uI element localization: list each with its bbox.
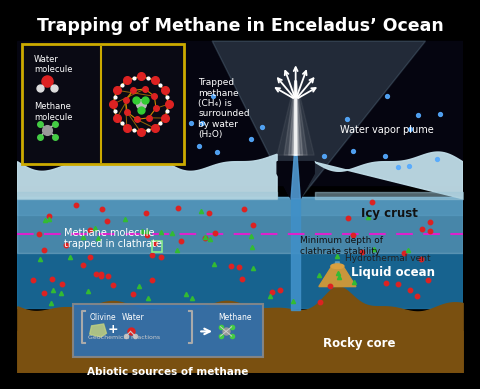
Text: Methane: Methane (219, 313, 252, 322)
Polygon shape (284, 81, 307, 155)
Polygon shape (319, 266, 356, 287)
Text: Water vapor plume: Water vapor plume (340, 125, 434, 135)
Polygon shape (90, 324, 107, 337)
Bar (17, 197, 463, 308)
Bar (291, 199, 300, 310)
Text: Olivine: Olivine (90, 313, 116, 322)
Polygon shape (295, 81, 297, 155)
Polygon shape (277, 81, 314, 155)
Bar (152, 242, 162, 252)
Text: Trapped
methane
(CH₄) is
surrounded
by water
(H₂O): Trapped methane (CH₄) is surrounded by w… (198, 78, 250, 139)
Polygon shape (294, 81, 298, 155)
Text: Abiotic sources of methane: Abiotic sources of methane (87, 367, 249, 377)
Text: Geochemical reactions: Geochemical reactions (88, 335, 160, 340)
Text: Methane molecule
trapped in clathrate: Methane molecule trapped in clathrate (64, 228, 162, 249)
Polygon shape (212, 41, 426, 199)
Text: +: + (108, 323, 118, 336)
Polygon shape (292, 81, 300, 155)
Text: Liquid ocean: Liquid ocean (351, 266, 435, 279)
Polygon shape (277, 162, 314, 199)
Text: Water
molecule: Water molecule (34, 55, 72, 74)
Text: Hydrothermal vent: Hydrothermal vent (345, 254, 431, 263)
FancyBboxPatch shape (73, 303, 263, 357)
Bar (17, 197, 463, 216)
Bar (17, 41, 463, 185)
Polygon shape (314, 152, 463, 199)
Text: Rocky core: Rocky core (324, 337, 396, 350)
Polygon shape (335, 262, 340, 266)
Bar (17, 11, 463, 41)
Text: Icy crust: Icy crust (360, 207, 418, 220)
Ellipse shape (331, 264, 344, 268)
Polygon shape (291, 155, 300, 199)
Polygon shape (336, 262, 339, 266)
Polygon shape (288, 81, 302, 155)
Polygon shape (17, 152, 277, 199)
FancyBboxPatch shape (22, 44, 184, 165)
Text: Methane
molecule: Methane molecule (34, 102, 72, 122)
Bar (17, 197, 463, 252)
Polygon shape (334, 262, 341, 266)
Text: Water: Water (121, 313, 144, 322)
Text: Trapping of Methane in Enceladus’ Ocean: Trapping of Methane in Enceladus’ Ocean (36, 17, 444, 35)
Text: Minimum depth of
clathrate stability: Minimum depth of clathrate stability (300, 237, 384, 256)
